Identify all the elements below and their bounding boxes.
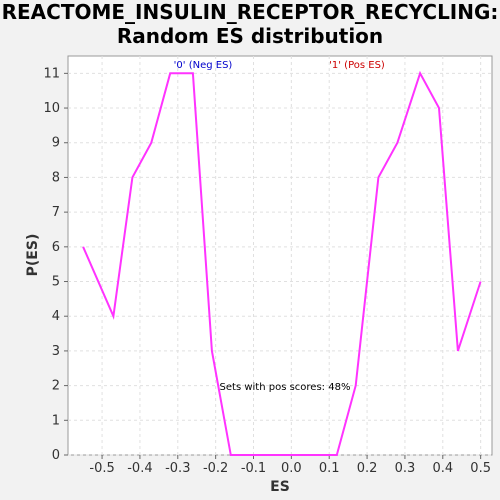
y-tick-label: 8 bbox=[52, 170, 60, 185]
x-tick-label: -0.4 bbox=[127, 461, 152, 476]
x-tick-label: 0.2 bbox=[357, 461, 378, 476]
y-tick-label: 0 bbox=[52, 448, 60, 463]
y-axis-ticks: 0 1 2 3 4 5 6 7 8 9 10 11 bbox=[43, 66, 68, 463]
x-tick-label: 0.0 bbox=[281, 461, 302, 476]
y-tick-label: 9 bbox=[52, 136, 60, 151]
x-tick-label: 0.5 bbox=[470, 461, 491, 476]
chart-title: REACTOME_INSULIN_RECEPTOR_RECYCLING: Ran… bbox=[0, 0, 500, 48]
y-tick-label: 7 bbox=[52, 205, 60, 220]
chart-title-line1: REACTOME_INSULIN_RECEPTOR_RECYCLING: bbox=[1, 0, 499, 24]
series-line bbox=[82, 70, 482, 456]
x-tick-label: -0.2 bbox=[203, 461, 228, 476]
x-tick-label: 0.1 bbox=[319, 461, 340, 476]
x-axis-label: ES bbox=[270, 479, 290, 495]
x-tick-label: -0.5 bbox=[89, 461, 114, 476]
y-tick-label: 11 bbox=[43, 66, 60, 81]
x-tick-label: -0.3 bbox=[165, 461, 190, 476]
chart-title-line2: Random ES distribution bbox=[116, 24, 384, 48]
x-axis-ticks: -0.5 -0.4 -0.3 -0.2 -0.1 0.0 0.1 0.2 0.3 0.4 0.5 bbox=[89, 455, 491, 476]
plot-area bbox=[67, 55, 493, 456]
y-tick-label: 6 bbox=[52, 240, 60, 255]
neg-es-label: '0' (Neg ES) bbox=[174, 60, 233, 71]
y-tick-label: 10 bbox=[43, 101, 60, 116]
x-tick-label: 0.4 bbox=[432, 461, 453, 476]
y-tick-label: 5 bbox=[52, 275, 60, 290]
y-tick-label: 1 bbox=[52, 413, 60, 428]
x-tick-label: -0.1 bbox=[241, 461, 266, 476]
y-tick-label: 2 bbox=[52, 379, 60, 394]
pos-es-label: '1' (Pos ES) bbox=[329, 60, 385, 71]
y-tick-label: 3 bbox=[52, 344, 60, 359]
y-axis-label: P(ES) bbox=[25, 234, 41, 277]
y-tick-label: 4 bbox=[52, 309, 60, 324]
pos-scores-note: Sets with pos scores: 48% bbox=[220, 382, 351, 393]
x-tick-label: 0.3 bbox=[395, 461, 416, 476]
